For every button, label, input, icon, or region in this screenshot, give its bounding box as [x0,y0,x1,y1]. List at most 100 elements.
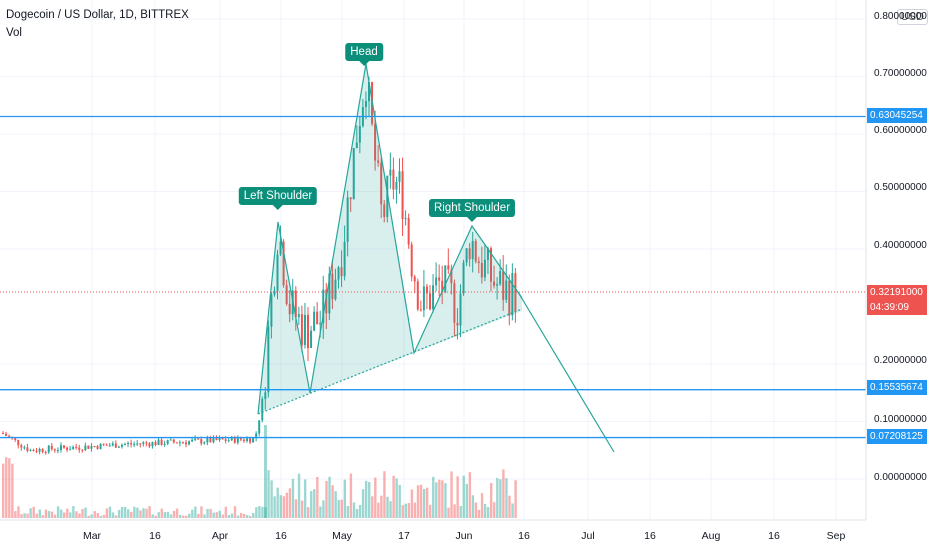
candle-body [117,446,120,448]
annotation-head[interactable]: Head [345,43,383,66]
volume-bar [35,513,38,518]
volume-bar [267,470,270,518]
volume-bar [438,479,441,518]
candle-body [334,279,337,300]
volume-bar [493,502,496,518]
candle-body [380,162,383,205]
volume-bar [169,514,173,518]
volume-bar [468,472,472,518]
volume-bar [316,476,319,518]
volume-bar [429,504,432,518]
level-label-0-155[interactable]: 0.15535674 [867,380,927,395]
candle-body [468,248,471,260]
volume-bar [44,509,48,518]
volume-bar [23,513,26,518]
candle-body [246,438,248,441]
volume-bar [358,504,362,518]
volume-bar [264,507,267,518]
candle-body [32,449,35,452]
candle-body [258,420,261,434]
volume-bar [56,506,60,518]
level-label-0-072[interactable]: 0.07208125 [867,429,927,444]
volume-bar [474,502,478,518]
level-label-0-63[interactable]: 0.63045254 [867,108,927,123]
volume-bar [273,496,276,518]
volume-bar [291,478,295,518]
volume-bar [410,489,414,518]
candle-body [160,439,163,445]
volume-indicator-label[interactable]: Vol [6,27,22,39]
volume-bar [349,473,353,518]
candle-body [172,439,175,443]
annotation-right-shoulder[interactable]: Right Shoulder [428,199,516,222]
volume-bar [157,512,160,518]
time-tick: 16 [149,530,161,542]
volume-bar [53,514,57,518]
candle-body [303,314,306,346]
candle-body [465,248,468,263]
volume-bar [124,507,127,518]
volume-bar [514,480,517,518]
candle-body [185,442,187,445]
candle-body [432,285,435,310]
volume-bar [346,506,350,518]
volume-bar [17,506,20,518]
annotation-left-shoulder[interactable]: Left Shoulder [238,187,318,210]
volume-bar [151,514,154,518]
candle-body [224,439,227,441]
volume-bar [163,512,167,518]
candle-body [75,446,78,448]
volume-bar [496,477,499,518]
volume-bar [395,478,398,518]
symbol-title[interactable]: Dogecoin / US Dollar, 1D, BITTREX [6,9,189,21]
candle-body [114,443,117,448]
candle-body [136,443,139,445]
volume-bar [32,506,35,518]
candle-body [93,446,96,448]
volume-bar [361,489,365,518]
volume-bar [2,463,5,518]
volume-bar [102,514,106,518]
candle-body [63,445,65,448]
volume-bar [218,510,221,518]
volume-bar [255,507,258,518]
price-tick: 0.20000000 [874,355,927,366]
volume-bar [8,458,11,518]
volume-bar [224,506,228,518]
volume-bar [252,512,255,518]
candle-body [81,449,84,451]
candle-body [459,293,462,326]
candle-body [425,286,428,294]
volume-bar [59,509,63,518]
volume-bar [313,489,316,518]
price-tick: 0.10000000 [874,414,927,425]
volume-bar [383,471,386,518]
candle-body [300,314,303,346]
candle-body [419,309,422,311]
time-tick: 16 [768,530,780,542]
candle-body [505,280,508,300]
price-tick: 0.00000000 [874,472,927,483]
volume-bar [307,507,310,518]
volume-bar [282,496,285,518]
candle-body [331,273,334,300]
candle-body [486,248,489,260]
volume-bar [441,480,444,518]
currency-button[interactable]: USD [896,9,928,25]
volume-bar [450,471,453,518]
candle-body [120,444,123,447]
volume-bar [114,515,118,518]
volume-bar [331,485,334,518]
projection-line [517,291,615,453]
candle-body [20,445,23,448]
volume-bar [343,479,346,518]
volume-bar [392,475,395,518]
volume-bar [297,473,301,518]
candle-body [8,435,11,437]
volume-bar [20,514,23,518]
volume-bar [117,509,121,518]
volume-bar [212,512,215,518]
volume-bar [502,469,505,518]
time-tick: Mar [82,530,102,542]
